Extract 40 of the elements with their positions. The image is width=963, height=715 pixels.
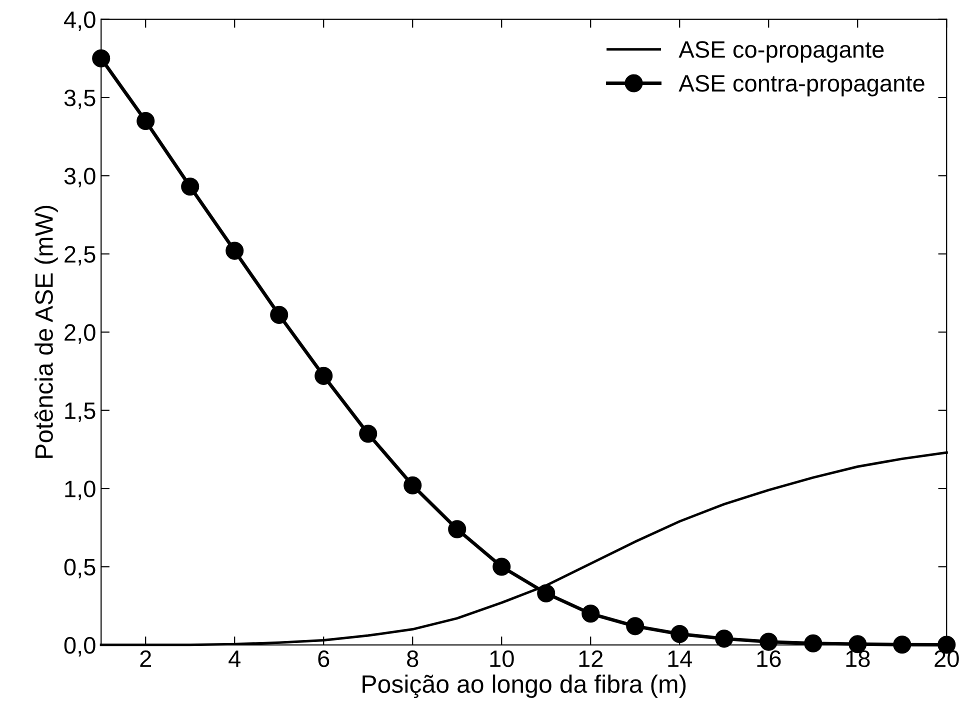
- point: [181, 178, 200, 196]
- point: [670, 624, 689, 644]
- x-tick-label: 6: [318, 650, 330, 668]
- legend-label: ASE contra-propagante: [678, 74, 924, 96]
- point: [760, 632, 778, 651]
- point: [582, 604, 600, 623]
- point: [492, 558, 511, 576]
- y-tick-label: 2,5: [64, 246, 96, 266]
- y-tick-label: 3,0: [64, 168, 96, 188]
- x-tick-label: 14: [668, 650, 692, 667]
- y-axis-title: Potência de ASE (mW): [34, 206, 58, 458]
- point: [404, 476, 422, 494]
- y-tick-label: 2,0: [64, 324, 96, 344]
- x-tick-label: 16: [757, 650, 781, 668]
- y-tick-label: 4,0: [64, 11, 96, 31]
- x-axis-title: Posição ao longo da fibra (m): [362, 674, 686, 698]
- point: [226, 242, 244, 260]
- point: [715, 630, 734, 648]
- point: [359, 424, 378, 443]
- point: [537, 584, 556, 602]
- y-tick-label: 1,5: [65, 402, 96, 422]
- x-tick-label: 2: [140, 650, 151, 667]
- y-tick-label: 1,0: [65, 480, 96, 500]
- point: [626, 617, 644, 636]
- point: [893, 636, 912, 654]
- x-tick-label: 18: [846, 650, 870, 668]
- point: [92, 49, 110, 68]
- y-tick-label: 3,5: [64, 90, 96, 110]
- legend-label: ASE co-propagante: [678, 41, 884, 63]
- x-tick-label: 10: [490, 650, 514, 668]
- x-tick-label: 8: [407, 650, 418, 668]
- x-tick-label: 4: [228, 650, 240, 667]
- point: [314, 366, 333, 385]
- point: [804, 634, 822, 652]
- point: [136, 112, 155, 130]
- y-tick-label: 0,5: [64, 558, 96, 578]
- x-tick-label: 12: [579, 650, 603, 667]
- y-tick-label: 0,0: [64, 637, 96, 657]
- point: [448, 520, 466, 538]
- point: [270, 306, 288, 324]
